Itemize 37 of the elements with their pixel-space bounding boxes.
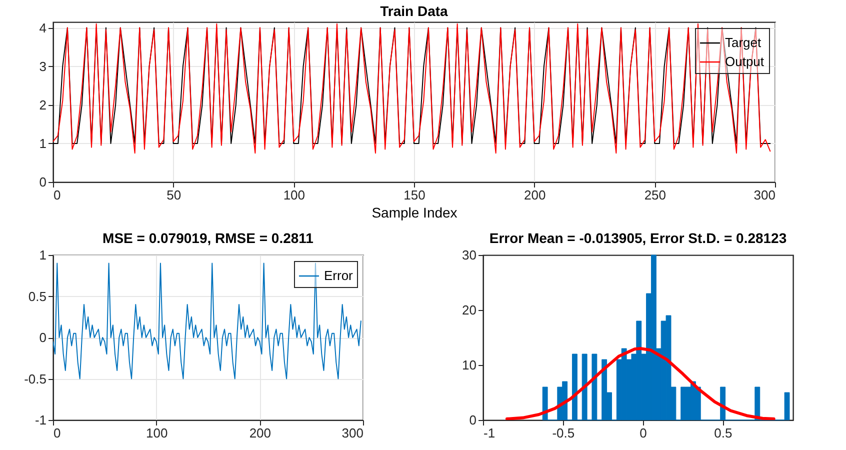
x-tick-label: 300 — [754, 188, 776, 202]
x-tick-label: 200 — [249, 426, 272, 440]
line-series — [53, 262, 362, 380]
y-tick-label: 0 — [469, 412, 476, 428]
x-tick-label: 100 — [283, 188, 306, 202]
y-tick-label: 2 — [39, 97, 46, 112]
x-tick-label: 150 — [404, 188, 426, 202]
x-axis-title: Sample Index — [372, 204, 458, 220]
y-tick-label: -1 — [34, 412, 46, 428]
chart-title: Train Data — [380, 2, 448, 19]
x-tick-label: 0.5 — [714, 426, 732, 440]
y-tick-label: 1 — [39, 248, 46, 262]
y-tick-label: 1 — [39, 136, 46, 151]
x-tick-label: 0 — [54, 188, 61, 202]
y-tick-label: -0.5 — [24, 371, 46, 386]
y-tick-label: 0 — [39, 174, 46, 190]
x-tick-label: 250 — [644, 188, 666, 202]
legend-label: Target — [725, 35, 762, 50]
y-tick-label: 0 — [39, 330, 46, 345]
x-tick-label: 0 — [640, 426, 647, 440]
y-tick-label: 3 — [39, 58, 46, 74]
legend-label: Output — [725, 54, 764, 69]
y-tick-label: 30 — [462, 248, 476, 262]
x-tick-label: 100 — [146, 426, 168, 440]
x-tick-label: 50 — [166, 188, 182, 202]
y-tick-label: 10 — [462, 358, 476, 372]
y-tick-label: 0.5 — [28, 288, 46, 304]
chart-title: Error Mean = -0.013905, Error St.D. = 0.28123 — [489, 230, 787, 246]
x-tick-label: 200 — [524, 188, 546, 202]
x-tick-label: 0 — [54, 426, 61, 440]
chart-title: MSE = 0.079019, RMSE = 0.2811 — [102, 230, 314, 246]
legend-label: Error — [324, 268, 354, 283]
y-tick-label: 20 — [462, 302, 476, 318]
x-tick-label: -0.5 — [552, 426, 575, 440]
x-tick-label: 300 — [342, 426, 364, 440]
x-tick-label: -1 — [484, 426, 496, 440]
y-tick-label: 4 — [39, 20, 46, 36]
